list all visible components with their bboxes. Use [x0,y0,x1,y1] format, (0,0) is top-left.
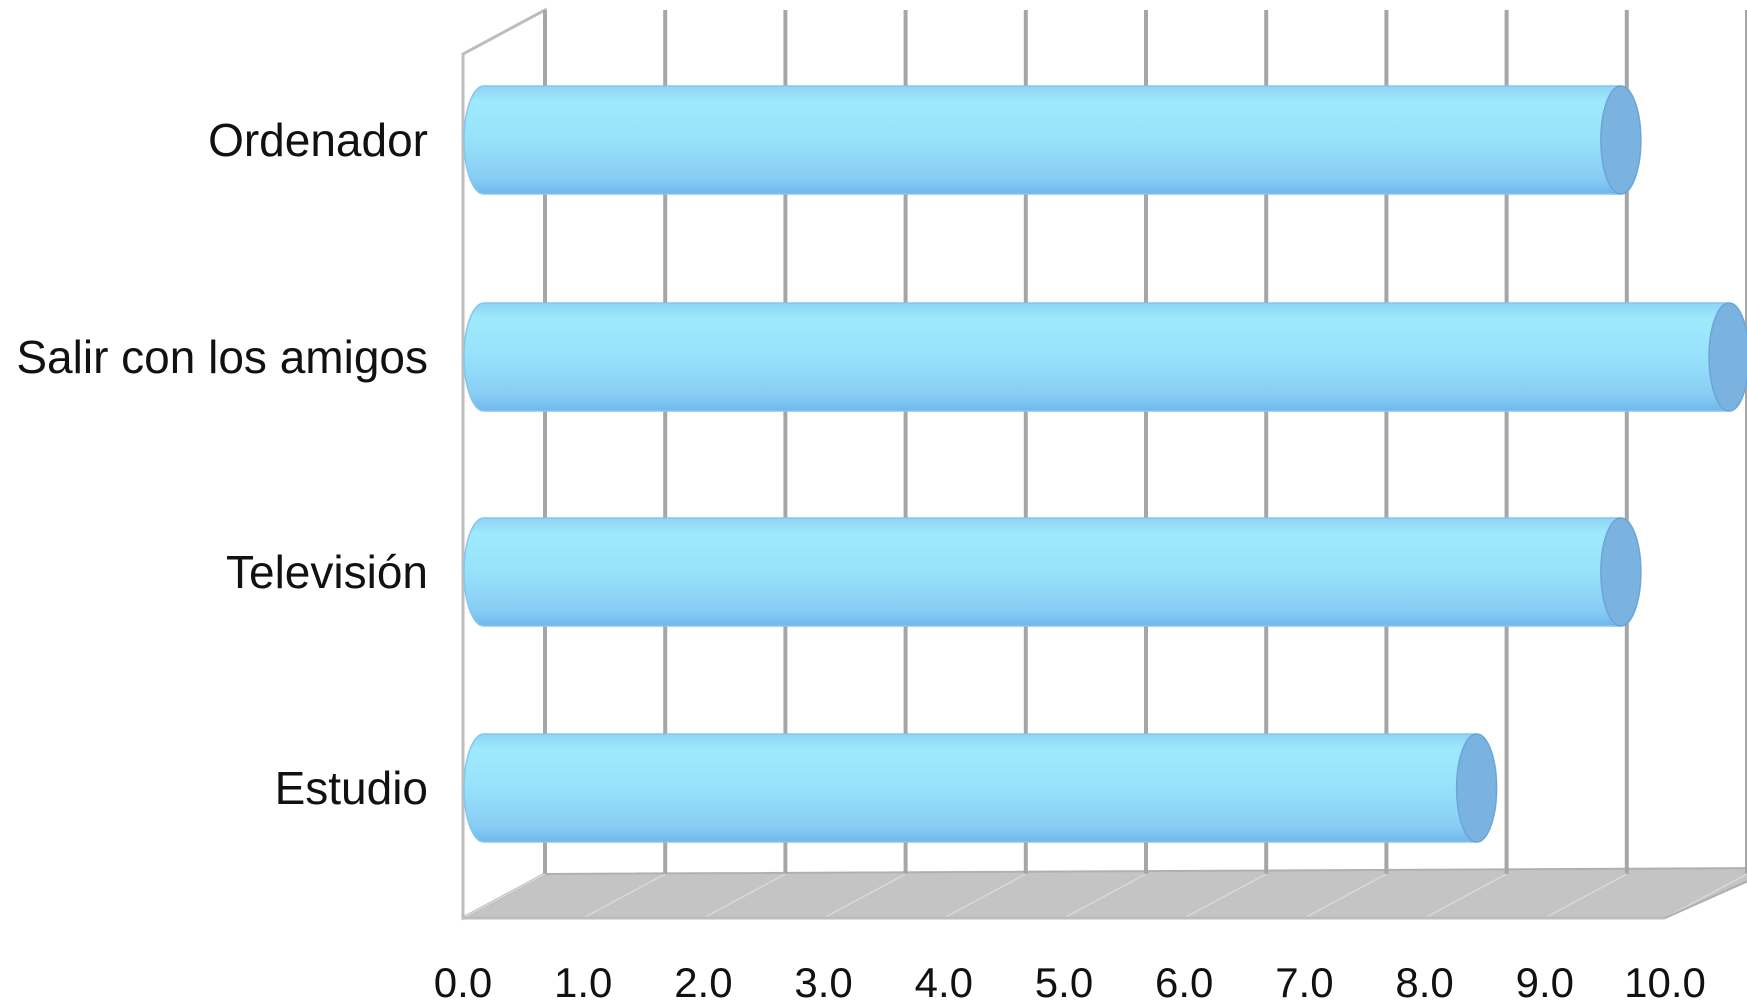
floor-plane [462,867,1747,919]
floor-gridline [1544,873,1628,919]
bar-cap [1600,85,1642,195]
x-tick-label: 0.0 [434,959,492,1002]
floor-gridline [1424,873,1507,919]
x-tick-label: 10.0 [1624,959,1706,1002]
bar [463,85,1622,195]
bar [463,302,1730,412]
floor-gridline [1183,873,1267,919]
x-tick-label: 7.0 [1275,959,1333,1002]
floor-gridline [943,873,1027,919]
floor-gridline [582,873,666,919]
x-tick-label: 3.0 [794,959,852,1002]
category-label: Ordenador [208,114,428,166]
floor-gridline [1664,873,1747,919]
x-tick-label: 6.0 [1155,959,1213,1002]
x-tick-label: 2.0 [674,959,732,1002]
x-tick-label: 4.0 [915,959,973,1002]
bar-cap [1600,517,1642,627]
x-tick-label: 9.0 [1516,959,1574,1002]
x-tick-labels: 0.0 1.0 2.0 3.0 4.0 5.0 6.0 7.0 8.0 9.0 10.0 [434,959,1706,1002]
floor-gridline [823,873,906,919]
category-label: Estudio [275,762,428,814]
floor-gridline [1063,873,1147,919]
floor-gridline [462,873,546,919]
x-tick-label: 1.0 [554,959,612,1002]
bar [463,517,1622,627]
x-tick-label: 8.0 [1395,959,1453,1002]
bar [463,733,1478,843]
x-tick-label: 5.0 [1035,959,1093,1002]
floor-gridline [703,873,786,919]
bars [463,85,1747,843]
floor-gridline [1304,873,1387,919]
bar-cap [1455,733,1498,843]
category-labels: Ordenador Salir con los amigos Televisión E… [16,114,428,814]
floor-edge [1664,880,1747,919]
category-label: Televisión [226,546,428,598]
bar-cap [1708,302,1747,412]
category-label: Salir con los amigos [16,331,428,383]
